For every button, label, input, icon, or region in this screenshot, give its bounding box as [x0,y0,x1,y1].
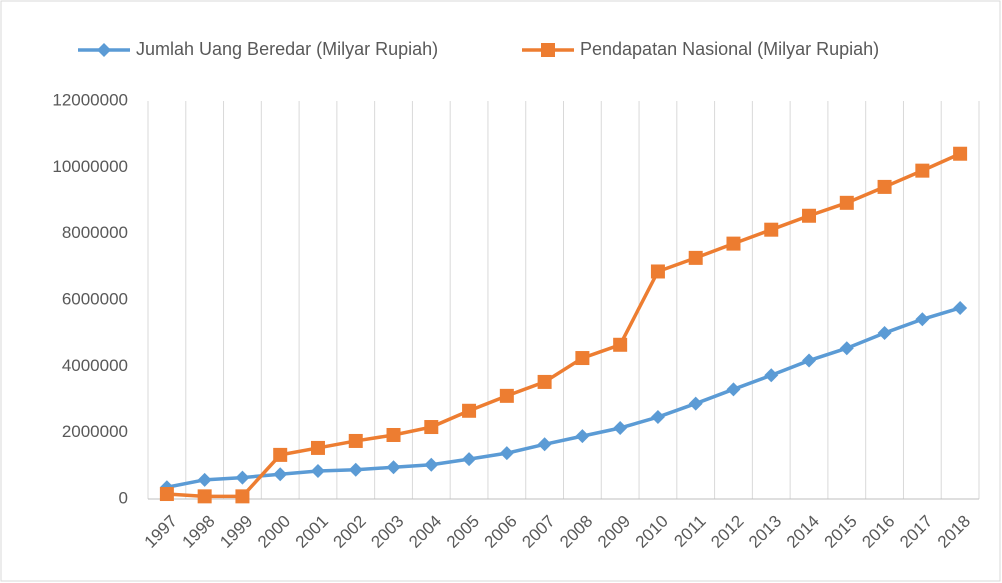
point [273,447,288,462]
point [310,464,325,479]
point [386,460,401,475]
point [310,440,325,455]
point [197,489,212,504]
series-line [166,306,961,489]
y-tick-label: 8000000 [62,223,128,242]
point [650,410,665,425]
point [499,446,514,461]
point [537,437,552,452]
point [159,487,174,502]
point [953,146,968,161]
point [348,462,363,477]
point [688,250,703,265]
point [386,427,401,442]
point [613,337,628,352]
y-tick-label: 0 [119,488,128,507]
y-tick-label: 2000000 [62,422,128,441]
point [462,403,477,418]
point [839,195,854,210]
point [575,429,590,444]
point [613,420,628,435]
point [499,388,514,403]
y-tick-label: 4000000 [62,356,128,375]
point [953,300,968,315]
point [197,472,212,487]
point [235,489,250,504]
point [726,382,741,397]
legend-marker [97,43,111,57]
point [348,433,363,448]
point [915,312,930,327]
point [764,222,779,237]
point [802,208,817,223]
point [915,163,930,178]
point [462,452,477,467]
point [650,264,665,279]
legend-marker [541,43,555,57]
point [273,467,288,482]
point [537,374,552,389]
point [877,179,892,194]
point [424,420,439,435]
point [235,470,250,485]
point [877,326,892,341]
y-tick-label: 6000000 [62,289,128,308]
point [726,236,741,251]
series-line [166,152,961,499]
point [688,396,703,411]
y-tick-label: 10000000 [52,157,128,176]
point [839,341,854,356]
point [764,368,779,383]
point [424,457,439,472]
legend-label: Pendapatan Nasional (Milyar Rupiah) [580,39,879,59]
point [802,353,817,368]
legend-label: Jumlah Uang Beredar (Milyar Rupiah) [136,39,438,59]
y-tick-label: 12000000 [52,90,128,109]
point [575,351,590,366]
